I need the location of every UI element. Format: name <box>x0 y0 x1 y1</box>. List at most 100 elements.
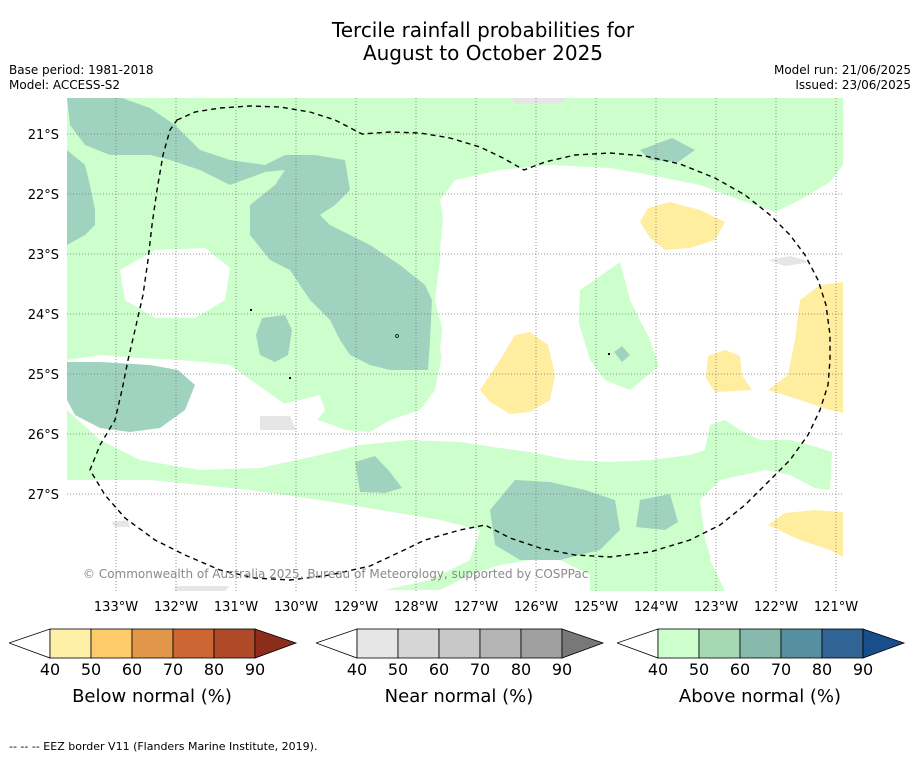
colorbar-segment <box>821 628 864 659</box>
eez-footnote: -- -- -- EEZ border V11 (Flanders Marine… <box>9 740 318 753</box>
model-name: Model: ACCESS-S2 <box>9 78 121 92</box>
colorbar-tick-label: 70 <box>469 660 491 679</box>
colorbar-over-arrow <box>254 628 298 659</box>
lat-label: 27°S <box>28 488 59 503</box>
colorbar-segment <box>49 628 92 659</box>
issued-date: Issued: 23/06/2025 <box>795 78 911 92</box>
colorbar-title: Below normal (%) <box>72 686 232 707</box>
gridlines <box>67 98 843 591</box>
above-normal-50-southwest <box>67 362 195 432</box>
above-normal-50-west <box>67 150 95 245</box>
colorbar-segment <box>438 628 481 659</box>
lon-label: 132°W <box>154 600 198 615</box>
lon-label: 124°W <box>634 600 678 615</box>
below-normal-colorbar: 40 50 60 70 80 90 Below normal (%) <box>9 628 309 708</box>
below-normal-40-far-east <box>768 282 843 413</box>
colorbar-segment <box>131 628 174 659</box>
above-normal-50-northeast <box>640 138 695 162</box>
lon-label: 126°W <box>514 600 558 615</box>
above-normal-50-small-se <box>636 494 678 530</box>
colorbar-segment <box>356 628 399 659</box>
lon-label: 130°W <box>274 600 318 615</box>
near-normal-colorbar: 40 50 60 70 80 90 Near normal (%) <box>316 628 616 708</box>
map-title: Tercile rainfall probabilities for Augus… <box>0 19 919 65</box>
near-normal-40-east <box>768 256 812 266</box>
near-normal-40-bottom <box>175 586 230 591</box>
colorbar-tick-label: 40 <box>647 660 669 679</box>
lon-label: 127°W <box>454 600 498 615</box>
colorbar-over-arrow <box>561 628 605 659</box>
colorbar-tick-label: 40 <box>39 660 61 679</box>
base-period: Base period: 1981-2018 <box>9 63 154 77</box>
lon-label: 123°W <box>694 600 738 615</box>
lon-label: 125°W <box>574 600 618 615</box>
colorbar-tick-label: 40 <box>346 660 368 679</box>
lon-label: 131°W <box>214 600 258 615</box>
colorbar-segment <box>739 628 782 659</box>
colorbar-segment <box>172 628 215 659</box>
lat-label: 25°S <box>28 368 59 383</box>
white-region-west <box>120 248 230 318</box>
near-normal-40-west <box>260 416 296 430</box>
above-normal-50-spot <box>256 315 292 362</box>
near-normal-40-south <box>112 520 130 527</box>
meta-right: Model run: 21/06/2025 Issued: 23/06/2025 <box>774 63 911 93</box>
below-normal-40-north <box>640 202 725 250</box>
eez-border <box>89 105 831 581</box>
colorbar-segment <box>657 628 700 659</box>
colorbar-title: Above normal (%) <box>678 686 842 707</box>
colorbar-under-arrow <box>9 628 51 659</box>
white-region-south <box>67 480 480 591</box>
speck-4 <box>395 334 399 338</box>
latitude-labels: 21°S 22°S 23°S 24°S 25°S 26°S 27°S <box>28 128 59 503</box>
above-normal-colorbar: 40 50 60 70 80 90 Above normal (%) <box>617 628 917 708</box>
colorbar-tick-label: 90 <box>244 660 266 679</box>
colorbar-segment <box>90 628 133 659</box>
colorbar-segment <box>520 628 563 659</box>
colorbar-under-arrow <box>617 628 659 659</box>
colorbar-tick-label: 70 <box>162 660 184 679</box>
copyright-text: © Commonwealth of Australia 2025, Bureau… <box>83 567 588 581</box>
above-normal-40-top <box>440 98 843 175</box>
colorbar-segment <box>213 628 256 659</box>
lon-label: 129°W <box>334 600 378 615</box>
above-normal-50-south <box>355 456 402 493</box>
lat-label: 24°S <box>28 308 59 323</box>
probability-regions <box>67 98 843 591</box>
colorbar-segment <box>780 628 823 659</box>
colorbar-segment <box>698 628 741 659</box>
lon-label: 122°W <box>754 600 798 615</box>
lat-label: 21°S <box>28 128 59 143</box>
speck-2 <box>289 377 291 379</box>
above-normal-50-northwest <box>67 98 432 370</box>
lat-label: 23°S <box>28 248 59 263</box>
below-normal-40-east <box>706 350 752 392</box>
colorbar-over-arrow <box>862 628 906 659</box>
speck-1 <box>250 309 252 311</box>
colorbar-tick-label: 50 <box>80 660 102 679</box>
colorbar-tick-label: 50 <box>387 660 409 679</box>
lat-label: 22°S <box>28 188 59 203</box>
above-normal-40-left <box>67 98 420 430</box>
near-normal-40-top <box>512 98 566 104</box>
lon-label: 133°W <box>94 600 138 615</box>
below-normal-40-center <box>480 332 555 414</box>
colorbar-segment <box>397 628 440 659</box>
speck-3 <box>608 353 610 355</box>
colorbar-under-arrow <box>316 628 358 659</box>
colorbar-tick-label: 60 <box>729 660 751 679</box>
model-run: Model run: 21/06/2025 <box>773 63 911 77</box>
longitude-labels: 133°W 132°W 131°W 130°W 129°W 128°W 127°W 126°W… <box>94 600 858 615</box>
below-normal-40-southeast <box>768 510 843 557</box>
colorbar-tick-label: 60 <box>121 660 143 679</box>
colorbar-tick-label: 50 <box>688 660 710 679</box>
title-line-1: Tercile rainfall probabilities for <box>331 18 635 42</box>
lon-label: 128°W <box>394 600 438 615</box>
colorbar-tick-label: 80 <box>811 660 833 679</box>
colorbar-tick-label: 80 <box>203 660 225 679</box>
colorbar-tick-label: 60 <box>428 660 450 679</box>
lon-label: 121°W <box>814 600 858 615</box>
above-normal-50-southeast <box>490 480 620 560</box>
rainfall-map: 21°S22°S23°S24°S25°S26°S27°S 133°W 132°W 1… <box>28 98 858 615</box>
lat-label: 26°S <box>28 428 59 443</box>
